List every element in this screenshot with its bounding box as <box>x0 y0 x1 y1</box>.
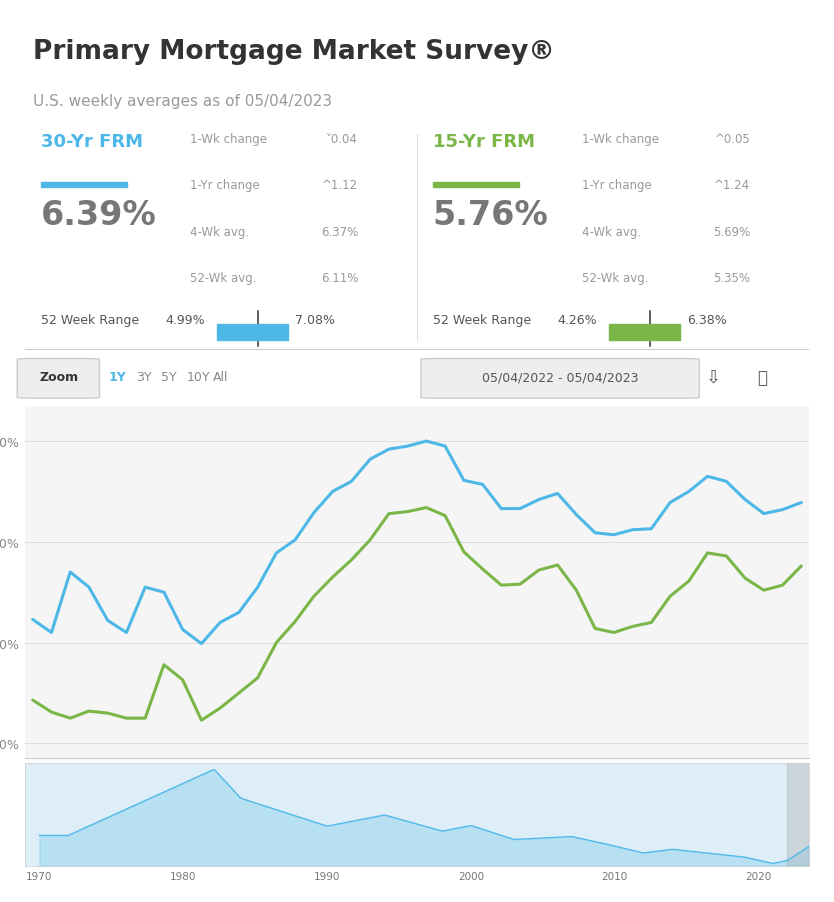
Text: ˅0.04: ˅0.04 <box>326 133 358 145</box>
Text: 4.26%: 4.26% <box>558 314 597 327</box>
Text: Primary Mortgage Market Survey®: Primary Mortgage Market Survey® <box>33 39 555 65</box>
Text: ^0.05: ^0.05 <box>715 133 751 145</box>
FancyBboxPatch shape <box>421 359 699 399</box>
Text: 10Y: 10Y <box>187 371 210 383</box>
Text: All: All <box>214 371 229 383</box>
Text: 1-Yr change: 1-Yr change <box>581 179 651 192</box>
Text: 6.37%: 6.37% <box>321 226 358 238</box>
Text: 6.39%: 6.39% <box>41 198 157 232</box>
Text: Zoom: Zoom <box>39 371 78 383</box>
Bar <box>609 325 680 340</box>
Text: 05/04/2022 - 05/04/2023: 05/04/2022 - 05/04/2023 <box>482 371 639 383</box>
Text: 3Y: 3Y <box>136 371 152 383</box>
Text: 4-Wk avg.: 4-Wk avg. <box>581 226 641 238</box>
Text: 6.11%: 6.11% <box>321 272 358 285</box>
Text: U.S. weekly averages as of 05/04/2023: U.S. weekly averages as of 05/04/2023 <box>33 94 332 109</box>
Text: 52-Wk avg.: 52-Wk avg. <box>581 272 648 285</box>
Text: 1-Wk change: 1-Wk change <box>189 133 267 145</box>
Bar <box>41 183 127 188</box>
Text: 4-Wk avg.: 4-Wk avg. <box>189 226 249 238</box>
Bar <box>217 325 288 340</box>
Text: ⇩: ⇩ <box>706 368 721 386</box>
Text: 52 Week Range: 52 Week Range <box>41 314 138 327</box>
Text: ^1.24: ^1.24 <box>714 179 751 192</box>
Text: 15-Yr FRM: 15-Yr FRM <box>433 133 535 151</box>
FancyBboxPatch shape <box>18 359 99 399</box>
Text: 52 Week Range: 52 Week Range <box>433 314 530 327</box>
Text: ⎙: ⎙ <box>757 368 767 386</box>
Text: 1-Yr change: 1-Yr change <box>189 179 259 192</box>
Text: 52-Wk avg.: 52-Wk avg. <box>189 272 256 285</box>
Text: 5.76%: 5.76% <box>433 198 549 232</box>
Text: 5Y: 5Y <box>161 371 176 383</box>
Text: 7.08%: 7.08% <box>295 314 335 327</box>
Text: 1Y: 1Y <box>109 371 127 383</box>
Bar <box>787 741 809 866</box>
Text: 6.38%: 6.38% <box>687 314 727 327</box>
Text: 5.35%: 5.35% <box>713 272 751 285</box>
Text: 5.69%: 5.69% <box>713 226 751 238</box>
Text: ^1.12: ^1.12 <box>322 179 358 192</box>
Bar <box>433 183 519 188</box>
Text: 30-Yr FRM: 30-Yr FRM <box>41 133 143 151</box>
Text: 4.99%: 4.99% <box>166 314 205 327</box>
Text: 1-Wk change: 1-Wk change <box>581 133 659 145</box>
